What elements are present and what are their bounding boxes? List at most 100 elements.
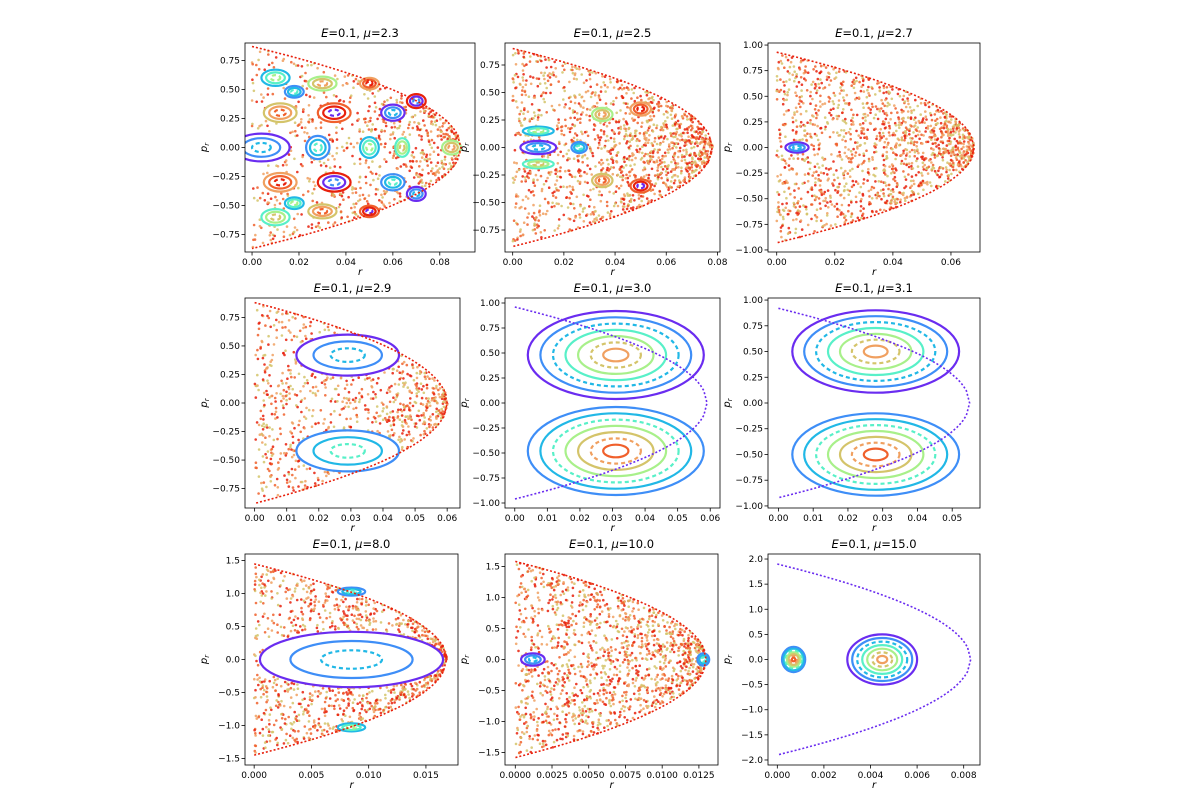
chaos-point <box>446 133 449 136</box>
chaos-point <box>844 132 848 135</box>
chaos-point <box>285 478 289 482</box>
chaos-point <box>790 167 793 170</box>
chaos-point <box>885 137 888 141</box>
chaos-point <box>866 128 869 131</box>
x-tick-label: 0.03 <box>602 514 622 524</box>
chaos-point <box>867 167 870 171</box>
chaos-point <box>527 95 531 98</box>
chaos-point <box>426 131 430 134</box>
chaos-point <box>267 63 271 67</box>
chaos-point <box>550 205 554 209</box>
chaos-point <box>788 65 792 69</box>
chaos-point <box>345 383 349 387</box>
chaos-point <box>545 86 548 90</box>
subplot-title: E=0.1, μ=2.9 <box>314 281 392 295</box>
chaos-point <box>785 98 788 102</box>
chaos-point <box>671 124 675 127</box>
chaos-point <box>948 162 951 166</box>
chaos-point <box>581 132 584 136</box>
chaos-point <box>651 155 655 158</box>
chaos-point <box>878 139 882 142</box>
chaos-point <box>437 409 441 412</box>
chaos-point <box>900 136 904 139</box>
chaos-point <box>669 180 673 183</box>
chaos-point <box>291 486 295 489</box>
chaos-point <box>886 143 890 146</box>
chaos-point <box>636 121 639 125</box>
chaos-point <box>372 710 376 714</box>
chaos-point <box>656 166 660 169</box>
y-tick-label: −0.75 <box>472 226 500 236</box>
chaos-point <box>621 208 625 211</box>
chaos-point <box>359 137 363 141</box>
chaos-point <box>883 164 887 168</box>
chaos-point <box>885 199 889 203</box>
chaos-point <box>413 121 416 124</box>
chaos-point <box>925 167 928 171</box>
chaos-point <box>264 452 267 456</box>
plot-area <box>778 307 971 499</box>
chaos-point <box>374 106 378 109</box>
chaos-point <box>791 73 794 77</box>
chaos-point <box>794 91 797 94</box>
chaos-point <box>401 689 405 692</box>
chaos-point <box>345 379 348 383</box>
chaos-point <box>254 627 258 630</box>
chaos-point <box>910 184 914 188</box>
chaos-point <box>262 172 265 176</box>
chaos-point <box>294 740 297 743</box>
chaos-point <box>323 328 327 332</box>
chaos-point <box>317 221 321 225</box>
orbit-curve <box>551 322 680 388</box>
chaos-point <box>391 132 395 136</box>
chaos-point <box>659 171 663 175</box>
y-tick-label: −0.50 <box>472 449 500 459</box>
chaos-point <box>428 153 432 156</box>
chaos-point <box>279 604 282 608</box>
chaos-point <box>405 363 409 367</box>
orbit-curve <box>396 140 408 155</box>
chaos-point <box>521 79 525 82</box>
chaos-point <box>786 91 789 94</box>
chaos-point <box>342 149 346 152</box>
chaos-point <box>670 141 673 144</box>
chaos-point <box>776 89 780 93</box>
chaos-point <box>261 727 265 731</box>
chaos-point <box>392 423 396 427</box>
chaos-point <box>425 383 429 387</box>
chaos-point <box>448 162 452 165</box>
chaos-point <box>816 152 819 156</box>
chaos-point <box>948 168 951 172</box>
x-tick-label: 0.06 <box>700 514 720 524</box>
chaos-point <box>875 196 879 200</box>
chaos-point <box>893 104 896 107</box>
chaos-point <box>268 426 271 429</box>
chaos-point <box>553 204 556 208</box>
chaos-point <box>617 87 620 91</box>
chaos-point <box>562 185 565 188</box>
x-tick-label: 0.01 <box>537 514 557 524</box>
chaos-point <box>935 185 938 189</box>
chaos-point <box>438 125 442 129</box>
x-tick-label: 0.04 <box>635 514 655 524</box>
chaos-point <box>949 133 952 137</box>
chaos-point <box>782 113 786 116</box>
chaos-point <box>779 78 782 81</box>
chaos-point <box>971 141 975 145</box>
chaos-point <box>969 144 972 147</box>
chaos-point <box>607 139 610 142</box>
chaos-point <box>409 682 413 686</box>
chaos-point <box>850 153 854 156</box>
chaos-point <box>827 168 831 171</box>
orbit-curve <box>286 86 302 97</box>
chaos-point <box>573 116 576 120</box>
chaos-point <box>633 173 636 177</box>
chaos-point <box>423 416 427 419</box>
chaos-point <box>784 162 788 165</box>
chaos-point <box>826 189 830 192</box>
chaos-point <box>940 173 943 176</box>
chaos-point <box>592 213 595 216</box>
chaos-point <box>597 94 601 97</box>
chaos-point <box>814 181 817 184</box>
chaos-point <box>859 89 863 93</box>
